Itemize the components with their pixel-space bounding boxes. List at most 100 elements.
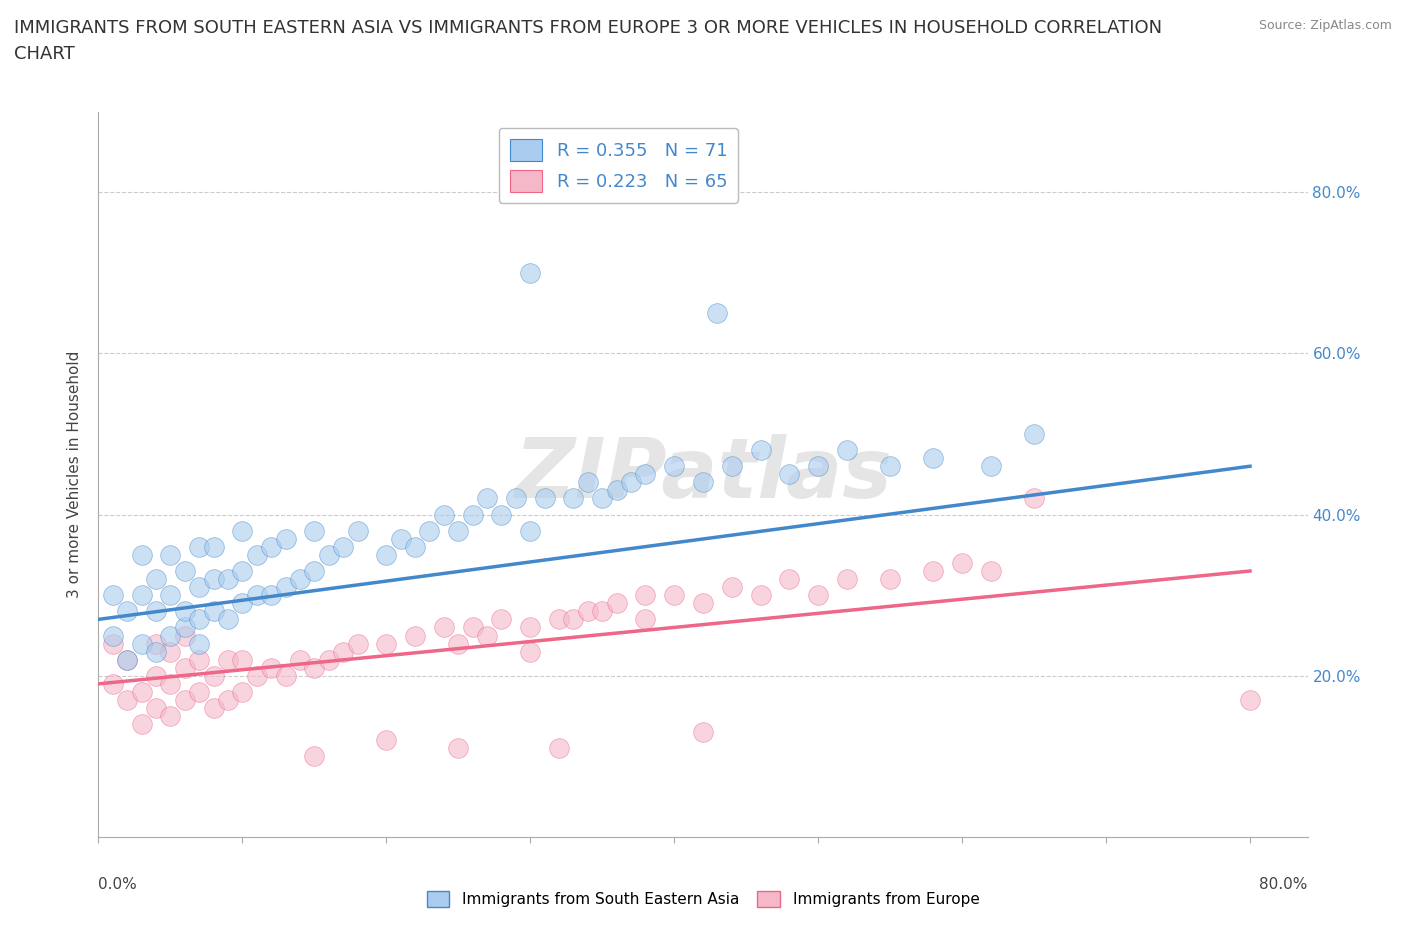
Point: [115, 652, 138, 667]
Point: [606, 596, 628, 611]
Point: [692, 475, 714, 490]
Point: [332, 539, 354, 554]
Point: [202, 700, 225, 715]
Point: [260, 588, 283, 603]
Point: [188, 539, 211, 554]
Point: [217, 652, 239, 667]
Point: [217, 612, 239, 627]
Legend: Immigrants from South Eastern Asia, Immigrants from Europe: Immigrants from South Eastern Asia, Immi…: [420, 884, 986, 913]
Point: [246, 669, 269, 684]
Point: [664, 458, 686, 473]
Point: [922, 564, 945, 578]
Point: [101, 636, 124, 651]
Point: [188, 652, 211, 667]
Point: [145, 669, 167, 684]
Point: [879, 458, 901, 473]
Point: [375, 548, 398, 563]
Point: [404, 539, 426, 554]
Point: [576, 604, 599, 618]
Point: [131, 684, 153, 699]
Point: [202, 572, 225, 587]
Point: [720, 579, 742, 594]
Point: [101, 676, 124, 691]
Point: [491, 507, 513, 522]
Point: [461, 620, 484, 635]
Point: [159, 709, 181, 724]
Point: [1022, 427, 1045, 442]
Point: [217, 693, 239, 708]
Text: 0.0%: 0.0%: [98, 877, 138, 892]
Point: [404, 628, 426, 643]
Point: [131, 548, 153, 563]
Point: [879, 572, 901, 587]
Point: [835, 443, 858, 458]
Text: 80.0%: 80.0%: [1260, 877, 1308, 892]
Point: [304, 660, 326, 675]
Point: [749, 443, 772, 458]
Point: [519, 265, 541, 280]
Point: [375, 733, 398, 748]
Point: [202, 539, 225, 554]
Point: [519, 644, 541, 659]
Point: [101, 588, 124, 603]
Y-axis label: 3 or more Vehicles in Household: 3 or more Vehicles in Household: [67, 351, 83, 598]
Point: [922, 451, 945, 466]
Point: [548, 741, 571, 756]
Point: [173, 693, 195, 708]
Point: [131, 588, 153, 603]
Point: [980, 564, 1002, 578]
Point: [131, 717, 153, 732]
Point: [332, 644, 354, 659]
Point: [188, 579, 211, 594]
Point: [246, 588, 269, 603]
Point: [304, 749, 326, 764]
Point: [115, 652, 138, 667]
Point: [634, 467, 657, 482]
Point: [634, 588, 657, 603]
Point: [1022, 491, 1045, 506]
Point: [115, 693, 138, 708]
Point: [231, 524, 253, 538]
Point: [260, 660, 283, 675]
Point: [562, 612, 585, 627]
Point: [288, 572, 311, 587]
Point: [433, 620, 456, 635]
Point: [591, 604, 613, 618]
Point: [173, 604, 195, 618]
Point: [389, 531, 412, 546]
Point: [720, 458, 742, 473]
Point: [807, 458, 830, 473]
Point: [706, 306, 728, 321]
Point: [202, 604, 225, 618]
Text: IMMIGRANTS FROM SOUTH EASTERN ASIA VS IMMIGRANTS FROM EUROPE 3 OR MORE VEHICLES : IMMIGRANTS FROM SOUTH EASTERN ASIA VS IM…: [14, 19, 1163, 63]
Point: [461, 507, 484, 522]
Point: [145, 572, 167, 587]
Point: [159, 644, 181, 659]
Point: [202, 669, 225, 684]
Point: [231, 596, 253, 611]
Point: [346, 524, 368, 538]
Point: [304, 564, 326, 578]
Point: [260, 539, 283, 554]
Point: [475, 491, 498, 506]
Point: [188, 636, 211, 651]
Point: [778, 467, 800, 482]
Point: [749, 588, 772, 603]
Point: [231, 684, 253, 699]
Point: [231, 564, 253, 578]
Point: [692, 596, 714, 611]
Point: [980, 458, 1002, 473]
Point: [145, 700, 167, 715]
Point: [634, 612, 657, 627]
Point: [807, 588, 830, 603]
Text: ZIPatlas: ZIPatlas: [515, 433, 891, 515]
Point: [145, 636, 167, 651]
Point: [159, 548, 181, 563]
Point: [217, 572, 239, 587]
Point: [533, 491, 555, 506]
Point: [778, 572, 800, 587]
Point: [505, 491, 527, 506]
Point: [188, 612, 211, 627]
Point: [475, 628, 498, 643]
Point: [491, 612, 513, 627]
